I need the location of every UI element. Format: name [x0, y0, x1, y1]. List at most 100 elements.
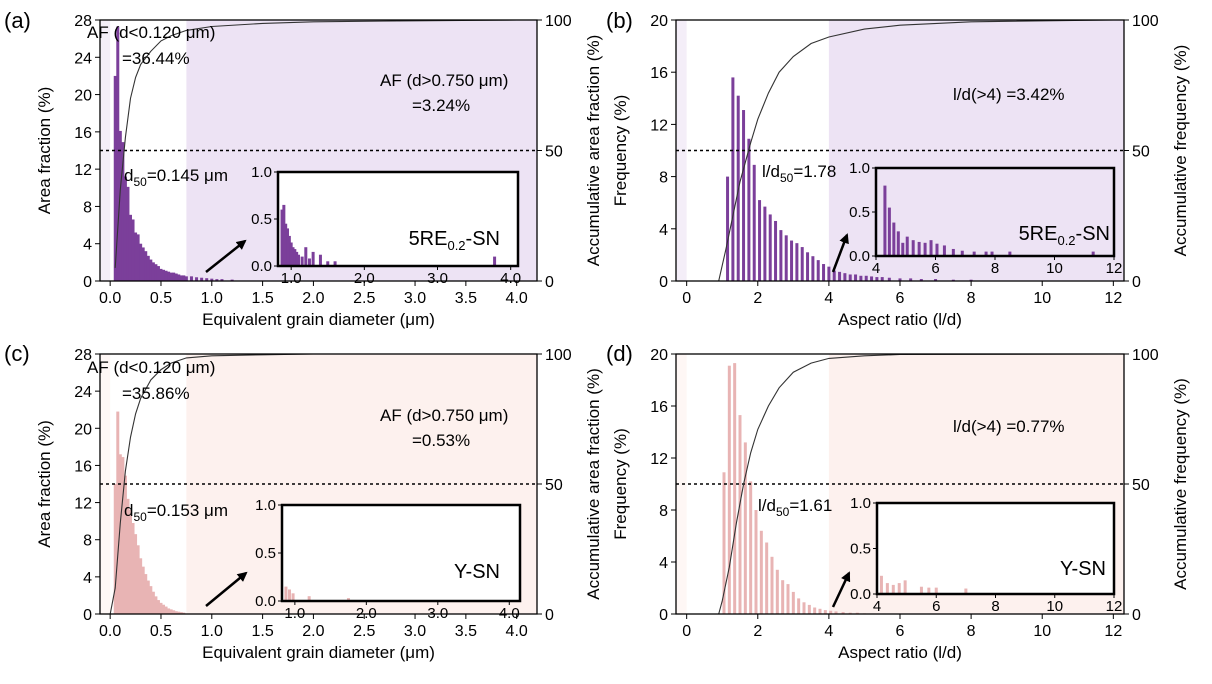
- panel-c: 0.0 0.5 1.0 1.5 2.0 2.5 3.0 3.5 4.00481216202428…: [4, 341, 603, 662]
- bar: [898, 278, 902, 281]
- inset-bar: [346, 598, 350, 601]
- x-axis-label: Aspect ratio (l/d): [838, 310, 962, 329]
- bar: [758, 200, 762, 281]
- inset-bar: [923, 242, 927, 256]
- d50-prefix: d: [124, 166, 133, 185]
- inset-bar: [934, 587, 938, 594]
- y-tick-label: 16: [650, 399, 668, 416]
- inset-bar: [288, 589, 292, 601]
- d50-sub: 50: [133, 510, 147, 524]
- x-tick-label: 2.0: [302, 290, 324, 307]
- inset-y-tick-label: 0.5: [255, 545, 276, 562]
- bar: [759, 530, 763, 614]
- y-tick-label: 4: [83, 237, 92, 254]
- bar: [887, 277, 891, 281]
- inset-y-tick-label: 1.0: [251, 164, 272, 181]
- x-tick-label: 3.0: [404, 623, 426, 640]
- inset-x-tick-label: 1.0: [281, 270, 302, 287]
- bar: [167, 271, 171, 281]
- inset-arrow: [205, 571, 248, 607]
- y2-axis-label: Accumulative area fraction (%): [584, 368, 603, 599]
- y-tick-label: 12: [74, 496, 92, 513]
- bar: [848, 274, 852, 281]
- y-tick-label: 12: [650, 117, 668, 134]
- bar: [141, 247, 145, 281]
- bar: [159, 268, 163, 281]
- inset-bar: [318, 254, 322, 266]
- shade-left-margin: [676, 354, 687, 614]
- inset-bar: [296, 254, 300, 266]
- bar: [151, 591, 155, 614]
- bar: [182, 612, 186, 614]
- inset-y-tick-label: 0.5: [850, 541, 871, 558]
- bar: [743, 442, 747, 614]
- x-axis-label: Aspect ratio (l/d): [838, 643, 962, 662]
- x-tick-label: 10: [1033, 623, 1051, 640]
- x-tick-label: 0: [682, 290, 691, 307]
- inset-x-tick-label: 12: [1106, 260, 1123, 277]
- y-tick-label: 8: [659, 503, 668, 520]
- sample-sub: 0.2: [1057, 233, 1075, 248]
- inset-background: [877, 503, 1114, 594]
- inset-bar: [903, 580, 907, 594]
- af-large-value: =0.53%: [412, 431, 470, 450]
- y2-tick-label: 100: [1132, 13, 1159, 30]
- bar: [790, 240, 794, 281]
- bar: [156, 266, 160, 281]
- bar: [781, 580, 785, 614]
- bar: [806, 252, 810, 281]
- panel-label: (b): [606, 8, 633, 33]
- bar: [146, 580, 150, 614]
- bar: [149, 586, 153, 614]
- bar: [200, 277, 204, 281]
- inset: 4 6 8 10 12 0.0 0.5 1.0 Y-SN: [850, 495, 1122, 615]
- bar: [162, 604, 166, 614]
- bar: [141, 566, 145, 614]
- bar: [220, 279, 224, 281]
- bar: [139, 243, 143, 281]
- bar: [144, 251, 148, 281]
- bar: [770, 556, 774, 614]
- panel-label: (a): [4, 8, 31, 33]
- bar: [154, 264, 158, 281]
- y-tick-label: 0: [83, 607, 92, 624]
- bar: [797, 598, 801, 614]
- bar: [841, 612, 845, 614]
- inset-bar: [493, 256, 497, 266]
- y-tick-label: 20: [74, 88, 92, 105]
- bar: [834, 611, 838, 614]
- x-tick-label: 4.0: [506, 290, 528, 307]
- bar: [164, 606, 168, 614]
- bar: [174, 273, 178, 281]
- inset-bar: [885, 583, 889, 594]
- x-tick-label: 1.0: [201, 290, 223, 307]
- x-tick-label: 4: [824, 290, 833, 307]
- y2-tick-label: 100: [1132, 347, 1159, 364]
- y-tick-label: 4: [659, 222, 668, 239]
- bar: [156, 600, 160, 614]
- y2-tick-label: 50: [545, 477, 563, 494]
- inset-bar: [897, 583, 901, 594]
- bar: [131, 523, 135, 614]
- bar: [880, 277, 884, 281]
- y-tick-label: 28: [74, 13, 92, 30]
- inset-bar: [927, 587, 931, 594]
- cumulative-curve: [718, 19, 1114, 282]
- y-axis-label: Area fraction (%): [35, 87, 54, 215]
- bar: [733, 363, 737, 614]
- inset-x-tick-label: 4: [873, 598, 881, 615]
- bar: [854, 274, 858, 281]
- x-tick-label: 0.5: [150, 623, 172, 640]
- inset-bar: [917, 241, 921, 256]
- panel-label: (c): [4, 341, 30, 366]
- bar: [822, 264, 826, 281]
- inset-x-tick-label: 8: [991, 260, 999, 277]
- bar: [864, 275, 868, 281]
- af-small-label: AF (d<0.120 μm): [87, 23, 215, 42]
- inset-bar: [280, 209, 284, 266]
- bar: [827, 266, 831, 281]
- inset-bar: [883, 185, 887, 256]
- bar: [754, 510, 758, 614]
- bar: [126, 186, 130, 281]
